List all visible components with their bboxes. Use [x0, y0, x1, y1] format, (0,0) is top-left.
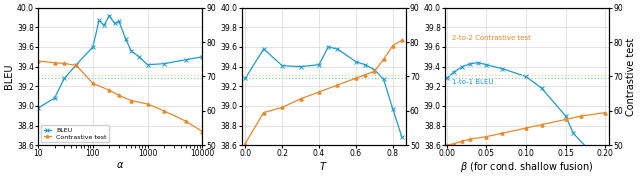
BLEU	[135, 56, 143, 58]
X-axis label: $T$: $T$	[319, 160, 328, 172]
BLEU	[144, 64, 152, 66]
Y-axis label: Contrastive test: Contrastive test	[626, 37, 636, 116]
Contrastive test	[51, 62, 58, 64]
X-axis label: $\beta$ (for cond. shallow fusion): $\beta$ (for cond. shallow fusion)	[460, 160, 594, 174]
Y-axis label: BLEU: BLEU	[4, 64, 14, 89]
BLEU	[100, 24, 108, 26]
Contrastive test	[160, 110, 168, 112]
BLEU	[95, 19, 103, 22]
BLEU	[106, 14, 113, 17]
BLEU	[198, 56, 206, 58]
X-axis label: $\alpha$: $\alpha$	[116, 160, 124, 170]
Contrastive test	[72, 64, 80, 67]
BLEU	[160, 63, 168, 65]
Contrastive test	[182, 120, 189, 122]
Contrastive test	[60, 62, 68, 64]
Contrastive test	[127, 100, 135, 102]
Contrastive test	[198, 130, 206, 133]
BLEU	[89, 46, 97, 48]
Line: Contrastive test: Contrastive test	[36, 59, 204, 133]
Legend: BLEU, Contrastive test: BLEU, Contrastive test	[41, 125, 109, 142]
BLEU	[127, 50, 135, 52]
Contrastive test	[35, 60, 42, 62]
BLEU	[111, 22, 118, 24]
BLEU	[115, 20, 123, 22]
BLEU	[182, 59, 189, 61]
Text: 2-to-2 Contrastive test: 2-to-2 Contrastive test	[452, 35, 531, 41]
BLEU	[122, 38, 130, 40]
BLEU	[72, 64, 80, 66]
BLEU	[60, 77, 68, 80]
BLEU	[35, 107, 42, 109]
Contrastive test	[115, 94, 123, 96]
Line: BLEU: BLEU	[36, 14, 204, 110]
BLEU	[51, 97, 58, 99]
Contrastive test	[89, 82, 97, 84]
Contrastive test	[144, 103, 152, 105]
Contrastive test	[106, 89, 113, 91]
Text: 1-to-1 BLEU: 1-to-1 BLEU	[452, 79, 493, 85]
